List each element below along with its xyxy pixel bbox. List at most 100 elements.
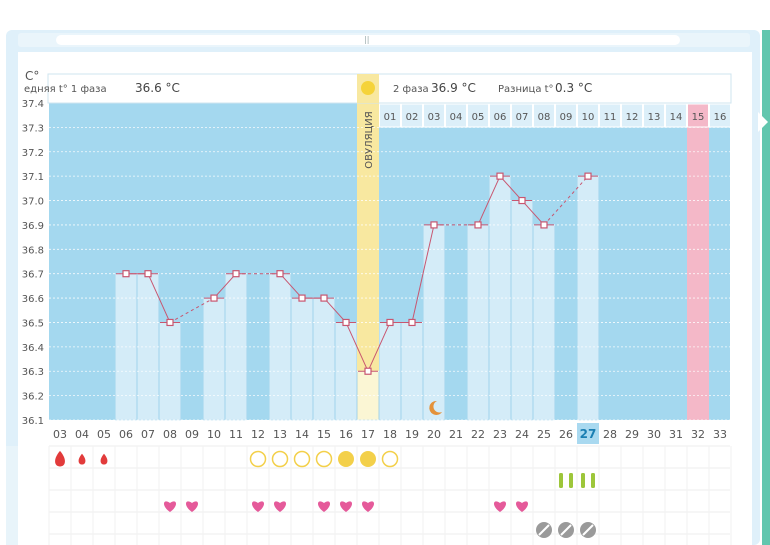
ovulation-label: ОВУЛЯЦИЯ bbox=[364, 111, 375, 169]
day-label: 18 bbox=[383, 428, 397, 441]
y-tick-label: 36.8 bbox=[22, 245, 44, 256]
phase2-day-cell bbox=[709, 103, 731, 128]
y-tick-label: 36.1 bbox=[22, 416, 44, 427]
temperature-bar bbox=[137, 273, 159, 421]
temperature-point bbox=[386, 318, 394, 327]
temperature-point bbox=[298, 294, 306, 302]
temperature-point bbox=[276, 270, 284, 278]
phase2-day-number: 12 bbox=[626, 112, 639, 123]
mucus-open-circle-icon bbox=[381, 450, 399, 468]
heart-icon bbox=[339, 501, 353, 512]
temperature-bar bbox=[489, 175, 511, 421]
y-tick-label: 36.9 bbox=[22, 221, 44, 232]
y-tick-label: 36.2 bbox=[22, 392, 44, 403]
temperature-point bbox=[474, 221, 482, 229]
temperature-point bbox=[320, 294, 328, 302]
y-tick-label: 37.4 bbox=[22, 99, 44, 110]
heart-icon bbox=[273, 501, 287, 512]
mucus-filled-circle-icon bbox=[360, 451, 376, 467]
blood-drop-icon bbox=[55, 450, 65, 467]
ovulation-sun-icon bbox=[361, 81, 375, 95]
phase1-label: едняя t° 1 фаза bbox=[24, 84, 107, 95]
y-tick-label: 36.4 bbox=[22, 343, 44, 354]
phase2-day-cell bbox=[599, 103, 621, 128]
day-label: 27 bbox=[580, 427, 597, 441]
horizontal-scrollbar[interactable] bbox=[56, 35, 680, 45]
pill-icon-line bbox=[560, 524, 572, 536]
y-axis-label: C° bbox=[25, 69, 39, 83]
day-label: 12 bbox=[251, 428, 265, 441]
mucus-open-circle-icon bbox=[293, 450, 311, 468]
temperature-bar bbox=[225, 273, 247, 421]
temperature-point bbox=[166, 318, 174, 327]
scroll-grip-icon[interactable]: || bbox=[364, 35, 370, 44]
phase2-day-cell bbox=[577, 103, 599, 128]
today-highlight bbox=[577, 423, 599, 444]
day-label: 05 bbox=[97, 428, 111, 441]
day-label: 13 bbox=[273, 428, 287, 441]
temperature-point bbox=[210, 294, 218, 302]
day-label: 30 bbox=[647, 428, 661, 441]
day-label: 24 bbox=[515, 428, 529, 441]
header-row bbox=[47, 73, 732, 104]
temperature-bar bbox=[203, 297, 225, 421]
ovulation-column bbox=[357, 74, 379, 420]
temperature-point bbox=[518, 196, 526, 205]
temperature-bar bbox=[291, 297, 313, 421]
phase2-day-number: 02 bbox=[406, 112, 419, 123]
heart-icon bbox=[251, 501, 265, 512]
phase2-day-number: 15 bbox=[692, 112, 705, 123]
moon-icon bbox=[429, 400, 442, 415]
day-label: 20 bbox=[427, 428, 441, 441]
phase2-day-cell bbox=[643, 103, 665, 128]
mucus-open-circle-icon bbox=[271, 450, 289, 468]
temperature-point bbox=[232, 270, 240, 278]
day-label: 29 bbox=[625, 428, 639, 441]
day-label: 15 bbox=[317, 428, 331, 441]
heart-icon bbox=[185, 501, 199, 512]
blood-drop-icon bbox=[78, 453, 86, 465]
phase2-day-cell bbox=[445, 103, 467, 128]
day-label: 25 bbox=[537, 428, 551, 441]
pill-icon-line bbox=[582, 524, 594, 536]
phase2-day-number: 11 bbox=[604, 112, 617, 123]
temperature-point bbox=[540, 221, 548, 229]
temperature-line-segment bbox=[169, 297, 215, 323]
temperature-point bbox=[408, 318, 416, 327]
temperature-bar bbox=[357, 370, 379, 421]
temperature-line-segment bbox=[213, 273, 237, 299]
day-label: 22 bbox=[471, 428, 485, 441]
day-label: 31 bbox=[669, 428, 683, 441]
phase2-day-cell bbox=[489, 103, 511, 128]
phase2-day-cell bbox=[687, 103, 709, 128]
diff-label: Разница t° bbox=[498, 84, 554, 95]
phase2-day-number: 08 bbox=[538, 112, 551, 123]
temperature-point bbox=[584, 172, 592, 180]
temperature-point bbox=[364, 367, 372, 375]
temperature-line-segment bbox=[367, 322, 391, 372]
phase2-day-cell bbox=[467, 103, 489, 128]
day-label: 09 bbox=[185, 428, 199, 441]
heart-icon bbox=[163, 501, 177, 512]
day-label: 26 bbox=[559, 428, 573, 441]
pill-icon-line bbox=[538, 524, 550, 536]
phase2-day-cell bbox=[401, 103, 423, 128]
test-strip-icon bbox=[559, 473, 563, 488]
right-edge-bar bbox=[762, 30, 770, 545]
test-strip-icon bbox=[581, 473, 585, 488]
phase2-day-number: 05 bbox=[472, 112, 485, 123]
y-tick-label: 37.1 bbox=[22, 172, 44, 183]
heart-icon bbox=[361, 501, 375, 512]
phase1-value: 36.6 °C bbox=[135, 81, 180, 95]
left-margin-strip bbox=[6, 446, 18, 545]
mucus-filled-circle-icon bbox=[338, 451, 354, 467]
period-column bbox=[687, 103, 709, 420]
phase2-day-cell bbox=[379, 103, 401, 128]
day-label: 23 bbox=[493, 428, 507, 441]
phase2-day-number: 04 bbox=[450, 112, 463, 123]
temperature-point bbox=[144, 270, 152, 278]
temperature-line-segment bbox=[279, 273, 303, 299]
day-label: 06 bbox=[119, 428, 133, 441]
phase2-day-number: 10 bbox=[582, 112, 595, 123]
chevron-right-icon[interactable] bbox=[758, 112, 768, 132]
